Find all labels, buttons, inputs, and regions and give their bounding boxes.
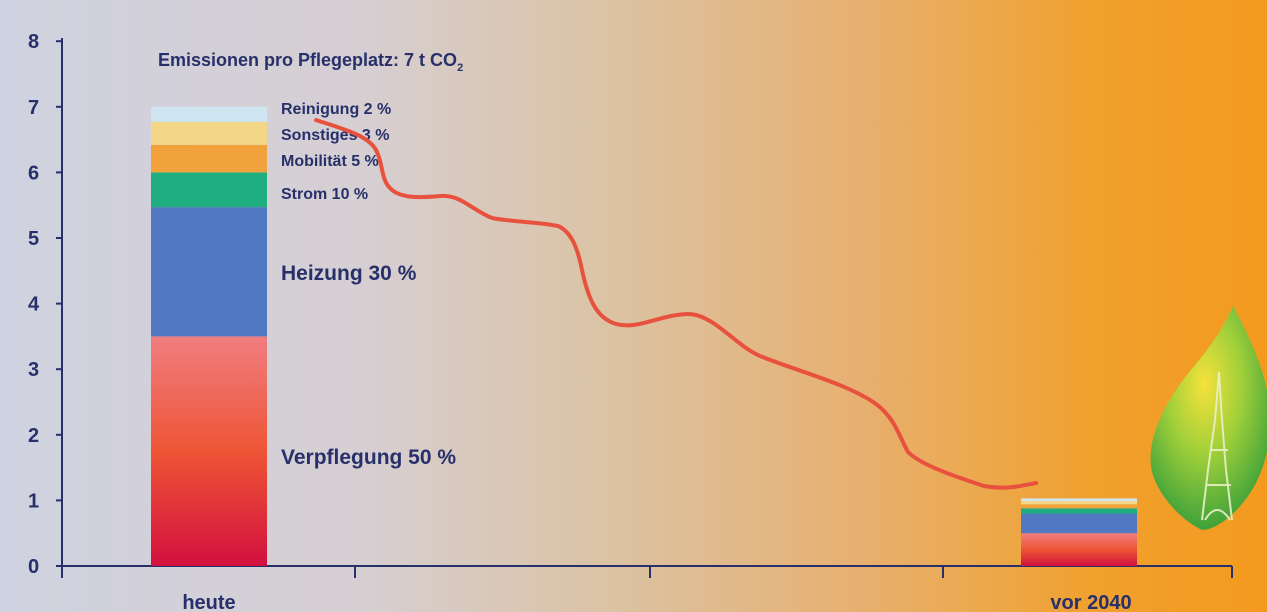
- y-tick-label: 1: [28, 490, 39, 512]
- bar-segment-1-3: [1021, 504, 1137, 509]
- x-category-label: vor 2040: [1050, 592, 1131, 612]
- bar-segment-0-1: [151, 207, 267, 337]
- bar-segment-0-3: [151, 144, 267, 173]
- segment-label: Sonstiges 3 %: [281, 127, 389, 144]
- segment-label: Verpflegung 50 %: [281, 446, 456, 469]
- bar-segment-0-5: [151, 106, 267, 122]
- bar-segment-1-0: [1021, 533, 1137, 566]
- bar-segment-1-4: [1021, 501, 1137, 505]
- y-tick-label: 4: [28, 294, 40, 316]
- chart-title: Emissionen pro Pflegeplatz: 7 t CO2: [158, 50, 463, 74]
- y-tick-label: 2: [28, 425, 39, 447]
- y-tick-label: 5: [28, 228, 39, 250]
- y-tick-label: 6: [28, 162, 39, 184]
- x-category-label: heute: [182, 592, 235, 612]
- y-tick-label: 7: [28, 97, 39, 119]
- bar-segment-0-4: [151, 121, 267, 145]
- leaf-eiffel-tower-icon: [1150, 306, 1267, 530]
- y-tick-label: 0: [28, 556, 39, 578]
- bar-segment-0-0: [151, 336, 267, 566]
- segment-label: Heizung 30 %: [281, 262, 417, 285]
- segment-label: Strom 10 %: [281, 186, 368, 203]
- bar-segment-1-5: [1021, 498, 1137, 502]
- bar-segment-1-2: [1021, 508, 1137, 514]
- y-tick-label: 3: [28, 359, 39, 381]
- bar-segment-1-1: [1021, 513, 1137, 534]
- segment-label: Reinigung 2 %: [281, 101, 391, 118]
- trend-line: [314, 118, 1038, 490]
- bar-segment-0-2: [151, 172, 267, 208]
- segment-label: Mobilität 5 %: [281, 153, 379, 170]
- y-tick-label: 8: [28, 31, 39, 53]
